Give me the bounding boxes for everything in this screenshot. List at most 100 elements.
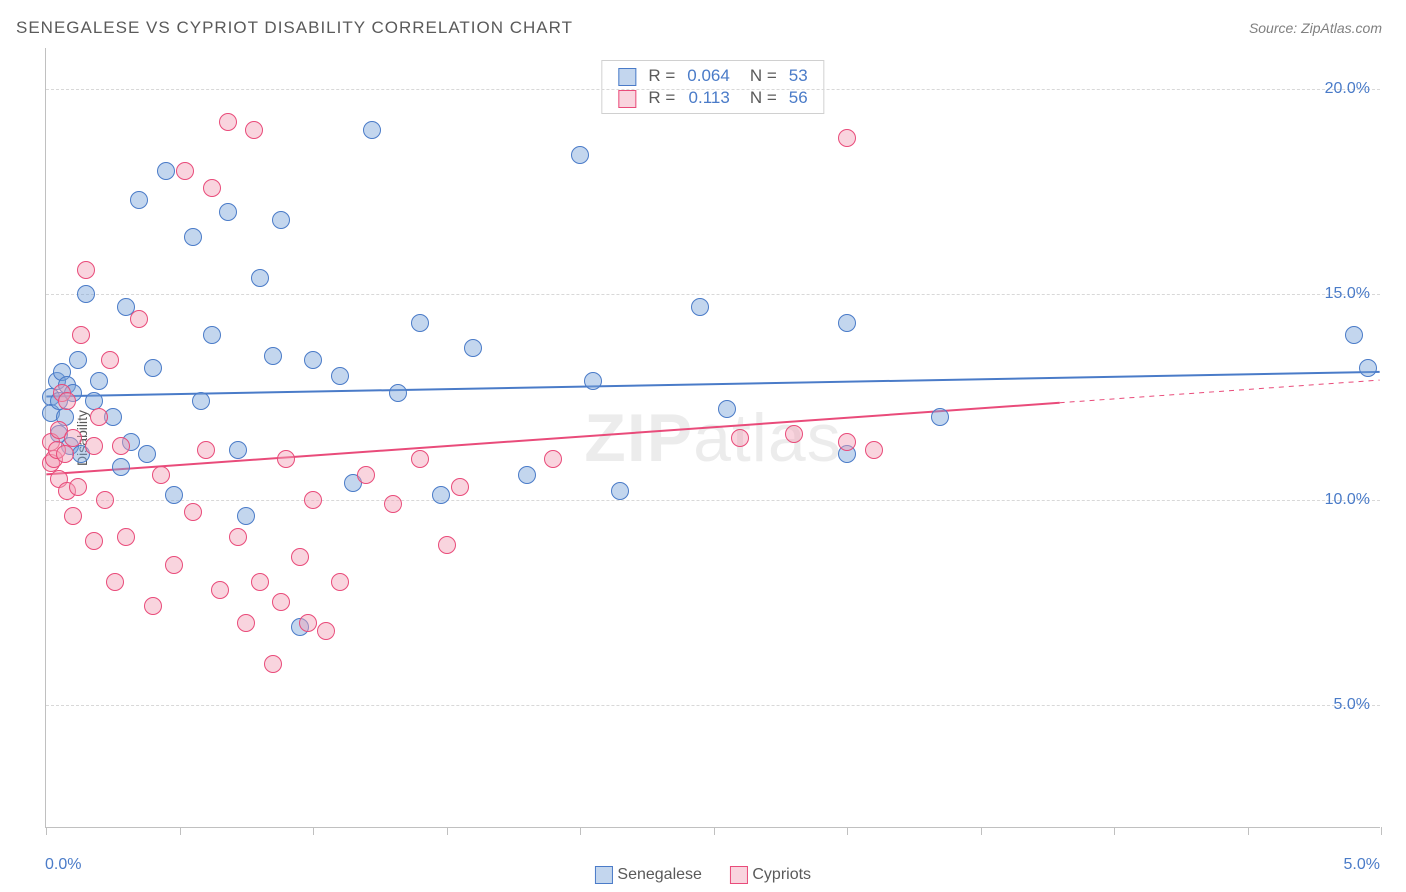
data-point — [931, 408, 949, 426]
chart-title: SENEGALESE VS CYPRIOT DISABILITY CORRELA… — [16, 18, 573, 38]
data-point — [264, 347, 282, 365]
x-axis-max-label: 5.0% — [1344, 856, 1380, 874]
data-point — [299, 614, 317, 632]
data-point — [184, 228, 202, 246]
x-tick — [447, 827, 448, 835]
x-tick — [313, 827, 314, 835]
legend-item: Cypriots — [730, 866, 811, 883]
data-point — [112, 437, 130, 455]
data-point — [718, 400, 736, 418]
data-point — [64, 429, 82, 447]
data-point — [411, 314, 429, 332]
y-tick-label: 15.0% — [1325, 285, 1370, 303]
data-point — [251, 573, 269, 591]
data-point — [90, 372, 108, 390]
data-point — [304, 351, 322, 369]
data-point — [251, 269, 269, 287]
data-point — [291, 548, 309, 566]
data-point — [101, 351, 119, 369]
data-point — [90, 408, 108, 426]
data-point — [838, 433, 856, 451]
gridline-h — [46, 705, 1380, 706]
x-tick — [1381, 827, 1382, 835]
data-point — [317, 622, 335, 640]
data-point — [571, 146, 589, 164]
data-point — [691, 298, 709, 316]
data-point — [96, 491, 114, 509]
data-point — [184, 503, 202, 521]
data-point — [357, 466, 375, 484]
data-point — [518, 466, 536, 484]
data-point — [117, 528, 135, 546]
data-point — [384, 495, 402, 513]
data-point — [85, 392, 103, 410]
data-point — [176, 162, 194, 180]
legend-stats-box: R =0.064N =53R =0.113N =56 — [601, 60, 824, 114]
data-point — [245, 121, 263, 139]
data-point — [363, 121, 381, 139]
data-point — [138, 445, 156, 463]
data-point — [203, 326, 221, 344]
x-tick — [981, 827, 982, 835]
x-tick — [1114, 827, 1115, 835]
data-point — [451, 478, 469, 496]
data-point — [237, 614, 255, 632]
gridline-h — [46, 89, 1380, 90]
data-point — [331, 367, 349, 385]
data-point — [165, 556, 183, 574]
data-point — [272, 211, 290, 229]
data-point — [731, 429, 749, 447]
data-point — [56, 445, 74, 463]
data-point — [69, 478, 87, 496]
data-point — [611, 482, 629, 500]
data-point — [85, 532, 103, 550]
data-point — [389, 384, 407, 402]
data-point — [72, 326, 90, 344]
data-point — [229, 528, 247, 546]
regression-lines — [46, 48, 1380, 827]
data-point — [1359, 359, 1377, 377]
data-point — [411, 450, 429, 468]
data-point — [219, 203, 237, 221]
data-point — [165, 486, 183, 504]
legend-item: Senegalese — [595, 866, 702, 883]
x-tick — [580, 827, 581, 835]
watermark: ZIPatlas — [584, 399, 841, 477]
data-point — [58, 392, 76, 410]
data-point — [464, 339, 482, 357]
series-legend: Senegalese Cypriots — [581, 866, 825, 884]
plot-area: Disability ZIPatlas R =0.064N =53R =0.11… — [45, 48, 1380, 828]
gridline-h — [46, 294, 1380, 295]
data-point — [331, 573, 349, 591]
data-point — [304, 491, 322, 509]
data-point — [438, 536, 456, 554]
data-point — [77, 261, 95, 279]
data-point — [144, 359, 162, 377]
data-point — [211, 581, 229, 599]
data-point — [152, 466, 170, 484]
legend-stats-row: R =0.113N =56 — [612, 87, 813, 109]
legend-stats-row: R =0.064N =53 — [612, 65, 813, 87]
data-point — [192, 392, 210, 410]
data-point — [130, 310, 148, 328]
y-tick-label: 20.0% — [1325, 80, 1370, 98]
source-attribution: Source: ZipAtlas.com — [1249, 20, 1382, 36]
y-tick-label: 10.0% — [1325, 491, 1370, 509]
data-point — [106, 573, 124, 591]
data-point — [272, 593, 290, 611]
data-point — [130, 191, 148, 209]
data-point — [157, 162, 175, 180]
data-point — [112, 458, 130, 476]
data-point — [584, 372, 602, 390]
y-tick-label: 5.0% — [1334, 696, 1370, 714]
data-point — [838, 314, 856, 332]
gridline-h — [46, 500, 1380, 501]
data-point — [219, 113, 237, 131]
x-tick — [46, 827, 47, 835]
x-axis-min-label: 0.0% — [45, 856, 81, 874]
data-point — [229, 441, 247, 459]
data-point — [865, 441, 883, 459]
data-point — [544, 450, 562, 468]
data-point — [85, 437, 103, 455]
data-point — [197, 441, 215, 459]
